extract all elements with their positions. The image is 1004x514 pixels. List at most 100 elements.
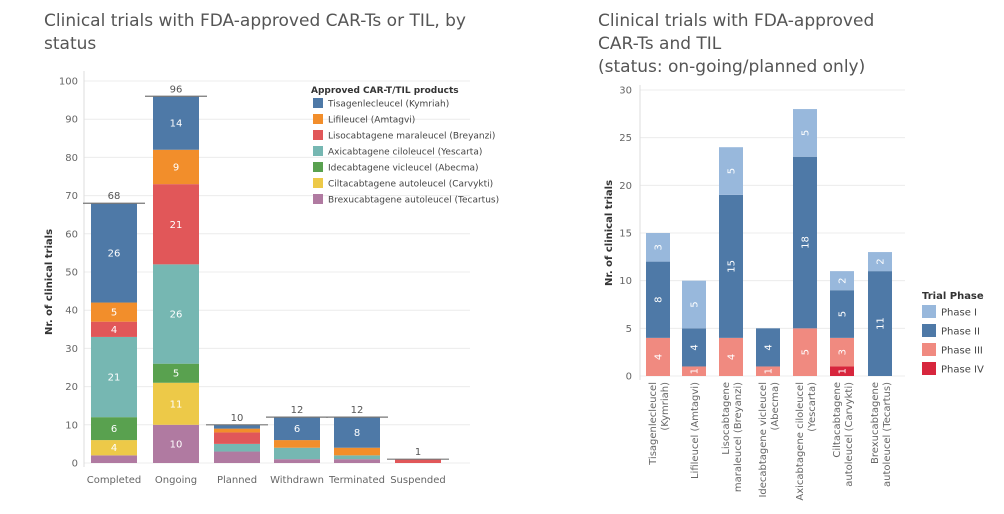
- legend-swatch-axicabtagene-ciloleucel-yescarta: [313, 146, 323, 156]
- data-label: 21: [170, 220, 183, 231]
- bar-segment-brexucabtagene-autoleucel-tecartus: [334, 459, 380, 463]
- y-tick-label: 50: [65, 268, 78, 279]
- data-label: 6: [294, 424, 300, 435]
- bar-segment-phase-i: [719, 147, 743, 195]
- y-tick-label: 30: [619, 86, 632, 97]
- data-label: 5: [838, 311, 849, 317]
- bar-segment-idecabtagene-vicleucel-abecma: [91, 417, 137, 441]
- data-label: 11: [170, 399, 183, 410]
- data-label: 4: [727, 354, 738, 360]
- bar-segment-brexucabtagene-autoleucel-tecartus: [91, 455, 137, 463]
- bar-segment-axicabtagene-ciloleucel-yescarta: [91, 336, 137, 418]
- bar-segment-ciltacabtagene-autoleucel-carvykti: [153, 382, 199, 425]
- y-tick-label: 5: [626, 324, 632, 335]
- y-tick-label: 15: [619, 229, 632, 240]
- x-tick-label: Ongoing: [155, 475, 197, 486]
- data-label: 1: [764, 368, 775, 374]
- data-label: 5: [727, 168, 738, 174]
- data-label: 10: [170, 439, 183, 450]
- data-label: 4: [111, 443, 117, 454]
- bar-segment-tisagenlecleucel-kymriah: [334, 417, 380, 448]
- bar-segment-tisagenlecleucel-kymriah: [91, 203, 137, 303]
- total-label: 12: [351, 405, 364, 416]
- data-label: 8: [354, 428, 360, 439]
- y-tick-label: 20: [65, 382, 78, 393]
- bar-segment-phase-i: [830, 271, 854, 291]
- x-tick-label: Tisagenlecleucel: [648, 382, 659, 466]
- bar-segment-lisocabtagene-maraleucel-breyanzi: [214, 432, 260, 444]
- data-label: 9: [173, 162, 179, 173]
- legend-label: Brexucabtagene autoleucel (Tecartus): [328, 196, 499, 206]
- bar-segment-axicabtagene-ciloleucel-yescarta: [274, 447, 320, 460]
- data-label: 5: [801, 130, 812, 136]
- bar-segment-axicabtagene-ciloleucel-yescarta: [153, 264, 199, 364]
- y-tick-label: 40: [65, 306, 78, 317]
- x-tick-label: (Kymriah): [660, 382, 671, 431]
- x-tick-label: (Yescarta): [807, 382, 818, 432]
- data-label: 2: [876, 258, 887, 264]
- bar-segment-lisocabtagene-maraleucel-breyanzi: [91, 321, 137, 337]
- y-tick-label: 100: [59, 77, 78, 88]
- total-label: 12: [291, 405, 304, 416]
- bar-segment-phase-iii: [719, 337, 743, 376]
- bar-segment-phase-ii: [756, 328, 780, 367]
- bar-segment-idecabtagene-vicleucel-abecma: [153, 363, 199, 383]
- bar-segment-lifileucel-amtagvi: [214, 428, 260, 433]
- legend-label: Phase III: [941, 346, 983, 357]
- bar-segment-ciltacabtagene-autoleucel-carvykti: [91, 440, 137, 456]
- legend-label: Idecabtagene vicleucel (Abecma): [328, 164, 479, 174]
- data-label: 14: [170, 119, 183, 130]
- data-label: 5: [173, 369, 179, 380]
- y-tick-label: 90: [65, 115, 78, 126]
- bar-segment-phase-ii: [830, 290, 854, 338]
- legend-label: Axicabtagene ciloleucel (Yescarta): [328, 148, 482, 158]
- bar-segment-axicabtagene-ciloleucel-yescarta: [214, 443, 260, 452]
- legend-swatch-brexucabtagene-autoleucel-tecartus: [313, 194, 323, 204]
- legend-swatch-phase-iii: [922, 343, 936, 356]
- bar-segment-brexucabtagene-autoleucel-tecartus: [214, 451, 260, 463]
- bar-segment-lifileucel-amtagvi: [91, 302, 137, 322]
- data-label: 26: [170, 310, 183, 321]
- data-label: 8: [654, 297, 665, 303]
- legend-label: Lisocabtagene maraleucel (Breyanzi): [328, 132, 495, 142]
- x-tick-label: Axicabtagene ciloleucel: [795, 382, 806, 501]
- x-tick-label: Idecabtagene vicleucel: [758, 382, 769, 498]
- x-tick-label: Withdrawn: [270, 475, 324, 486]
- data-label: 2: [838, 277, 849, 283]
- chart-title-left: Clinical trials with FDA-approved CAR-Ts…: [44, 11, 466, 54]
- total-label: 1: [415, 447, 421, 458]
- chart-title-right: Clinical trials with FDA-approved CAR-Ts…: [598, 10, 938, 79]
- bar-segment-phase-ii: [682, 328, 706, 367]
- x-tick-label: autoleucel (Tecartus): [882, 382, 893, 487]
- x-tick-label: Lisocabtagene: [721, 382, 732, 455]
- x-tick-label: maraleucel (Breyanzi): [733, 382, 744, 492]
- bar-segment-tisagenlecleucel-kymriah: [274, 417, 320, 441]
- legend-swatch-idecabtagene-vicleucel-abecma: [313, 162, 323, 172]
- bar-segment-phase-iii: [756, 366, 780, 376]
- legend-swatch-tisagenlecleucel-kymriah: [313, 98, 323, 108]
- data-label: 15: [727, 260, 738, 273]
- bar-segment-phase-iii: [646, 337, 670, 376]
- data-label: 3: [838, 349, 849, 355]
- data-label: 5: [111, 308, 117, 319]
- y-tick-label: 25: [619, 133, 632, 144]
- legend-label: Phase I: [941, 308, 977, 319]
- y-tick-label: 80: [65, 153, 78, 164]
- legend-swatch-phase-ii: [922, 324, 936, 337]
- bar-segment-phase-iii: [682, 366, 706, 376]
- x-tick-label: Completed: [87, 475, 142, 486]
- data-label: 1: [838, 368, 849, 374]
- bar-segment-brexucabtagene-autoleucel-tecartus: [274, 459, 320, 463]
- bar-segment-phase-iii: [793, 328, 817, 376]
- y-tick-label: 0: [626, 372, 632, 383]
- bar-segment-brexucabtagene-autoleucel-tecartus: [153, 424, 199, 463]
- bar-segment-phase-ii: [793, 156, 817, 329]
- chart-title-right-line-1: Clinical trials with FDA-approved: [598, 11, 875, 31]
- legend-title: Approved CAR-T/TIL products: [311, 86, 459, 96]
- data-label: 3: [654, 244, 665, 250]
- x-tick-label: Ciltacabtagene: [832, 382, 843, 458]
- bar-segment-phase-iii: [830, 337, 854, 367]
- legend-swatch-phase-i: [922, 305, 936, 318]
